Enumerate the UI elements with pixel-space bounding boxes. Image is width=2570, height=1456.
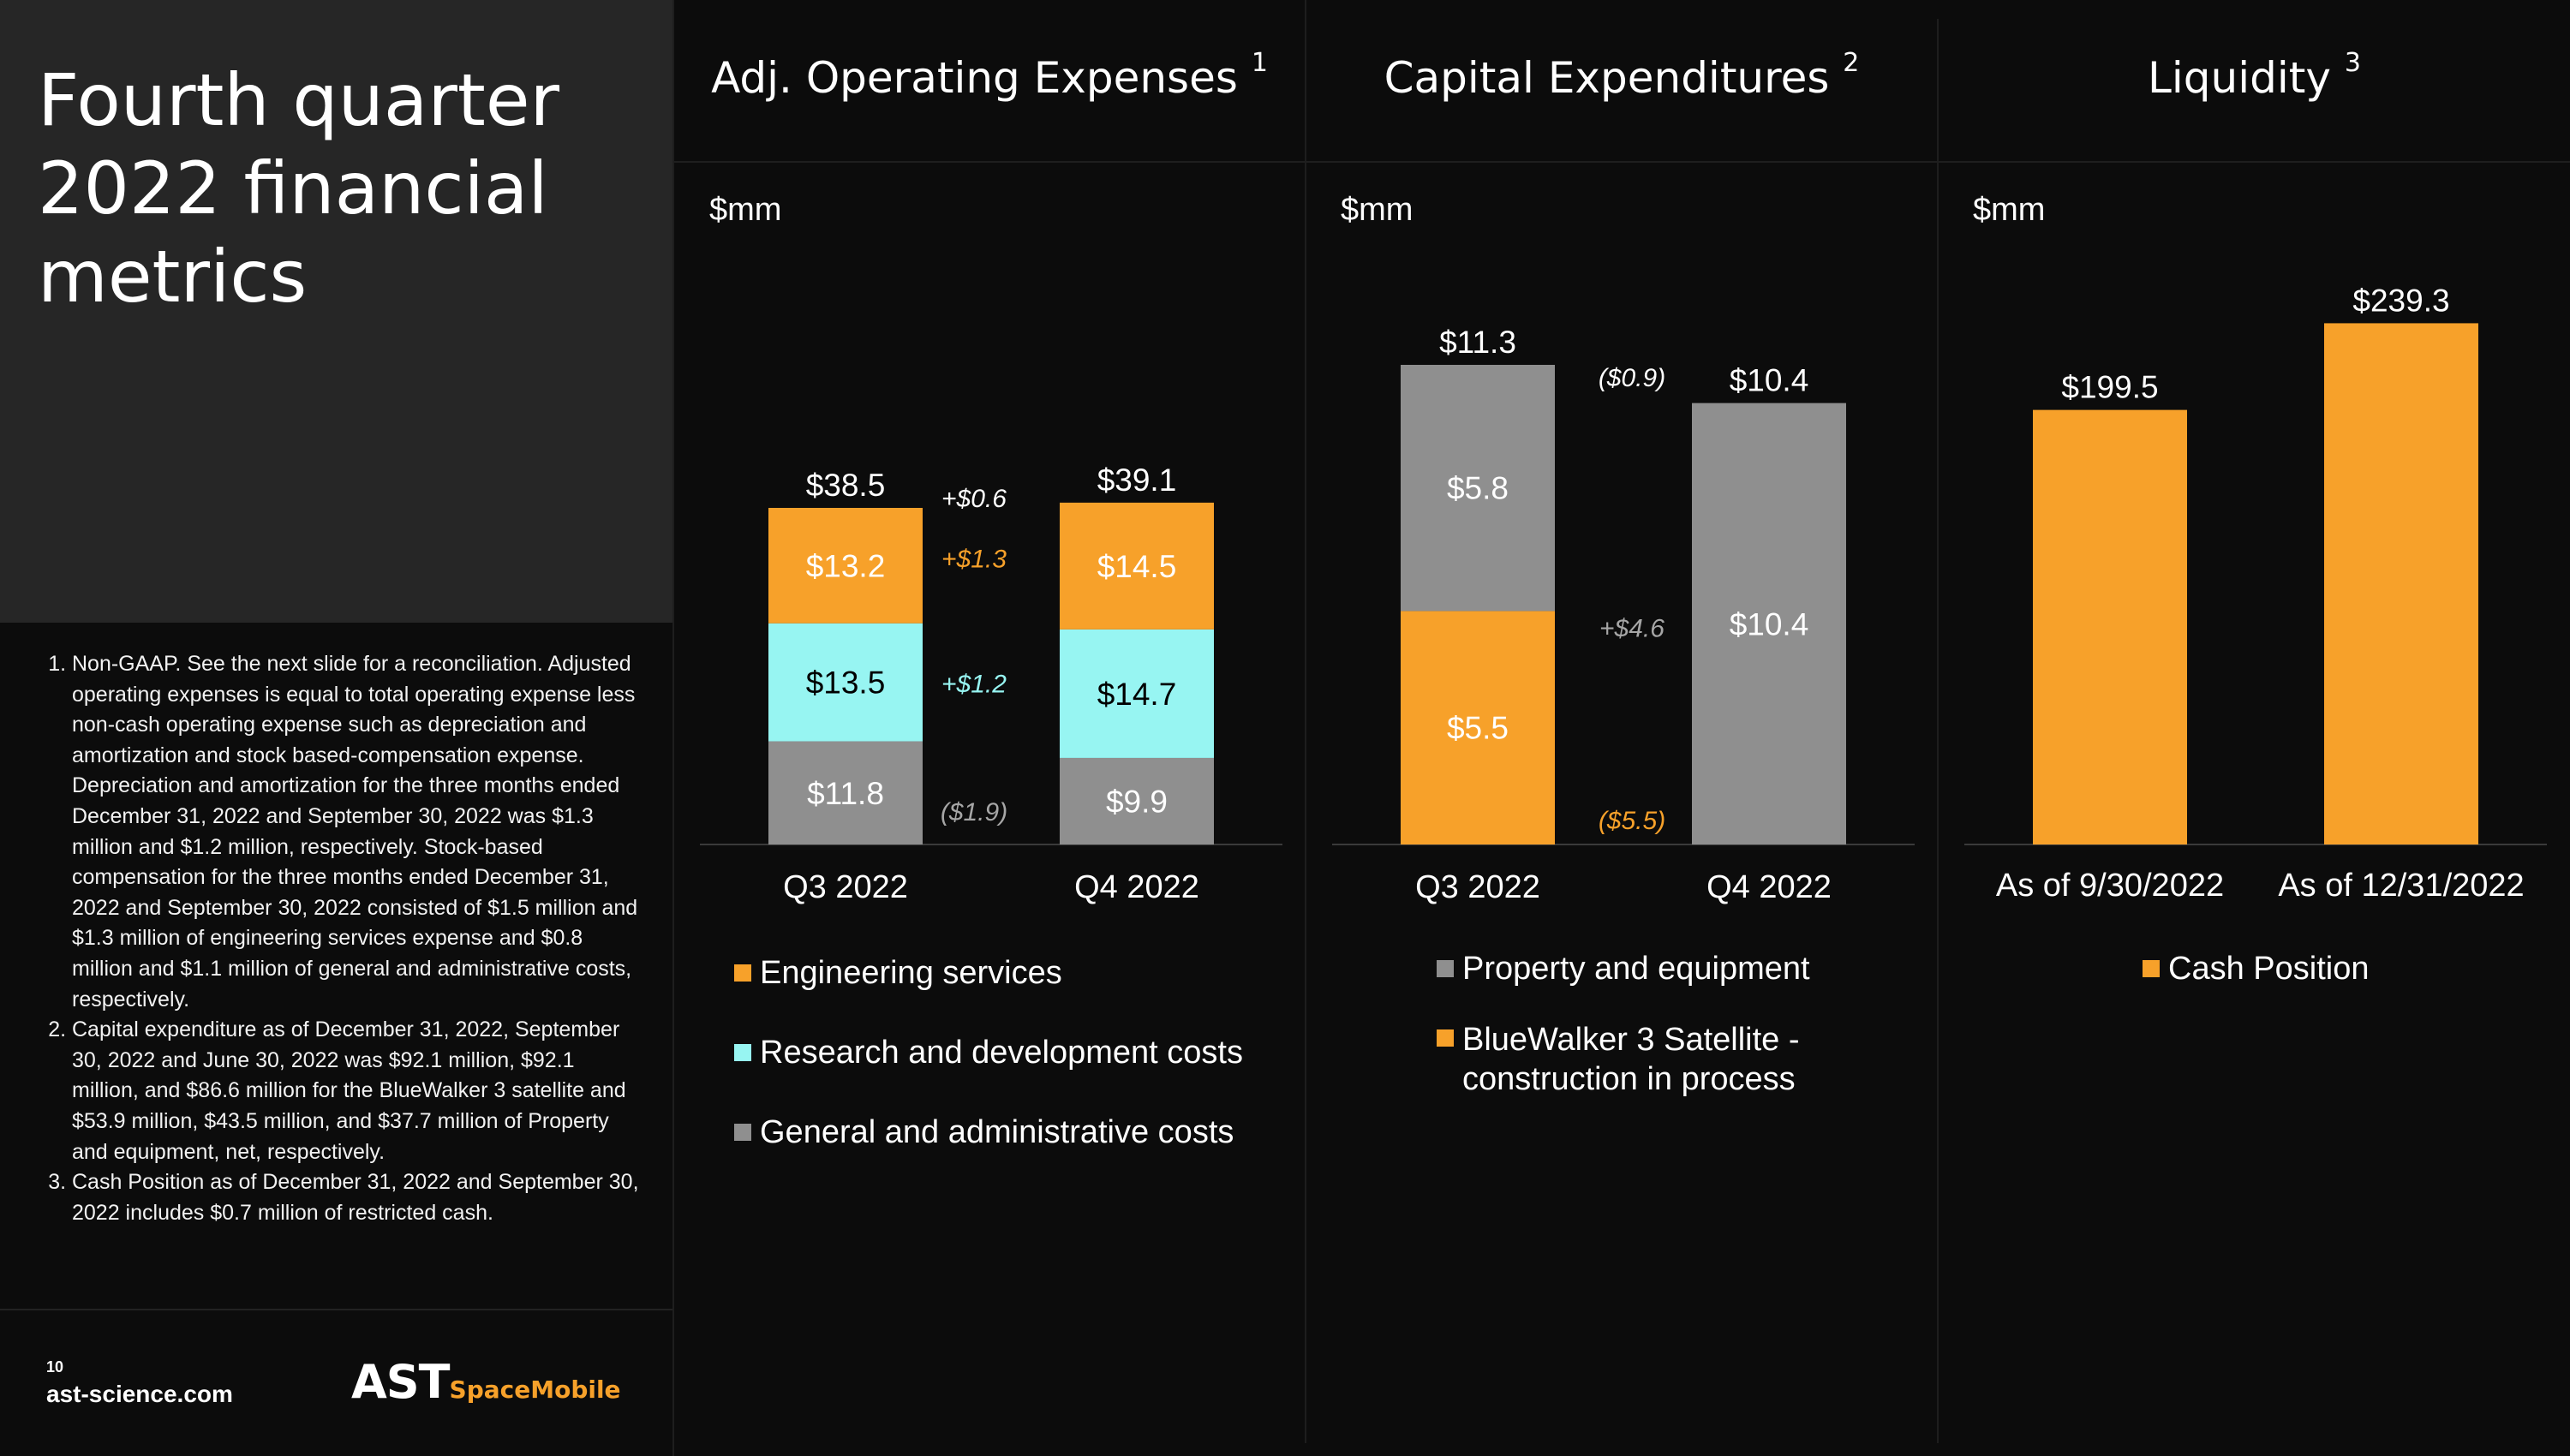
opex-title-text: Adj. Operating Expenses bbox=[711, 53, 1238, 103]
logo-sub-text: SpaceMobile bbox=[449, 1375, 621, 1404]
liquidity-title: Liquidity 3 bbox=[1939, 48, 2570, 103]
column-divider bbox=[1937, 19, 1939, 1443]
slide-title: Fourth quarter 2022 financial metrics bbox=[38, 58, 560, 319]
change-label: ($1.9) bbox=[941, 798, 1007, 826]
bar bbox=[2324, 323, 2478, 844]
legend-item: Property and equipment bbox=[1437, 951, 1899, 988]
bar bbox=[2033, 409, 2187, 844]
total-label: $39.1 bbox=[1097, 462, 1177, 498]
change-label: +$1.2 bbox=[941, 671, 1007, 699]
footnote-2: Capital expenditure as of December 31, 2… bbox=[72, 1015, 646, 1167]
footnote-3: Cash Position as of December 31, 2022 an… bbox=[72, 1167, 646, 1228]
legend-label: Research and development costs bbox=[760, 1035, 1243, 1071]
legend-swatch bbox=[1437, 1029, 1454, 1047]
category-label: Q4 2022 bbox=[1706, 869, 1832, 905]
data-label: $13.5 bbox=[806, 665, 886, 701]
footer-divider bbox=[0, 1309, 672, 1310]
category-label: Q3 2022 bbox=[1415, 869, 1540, 905]
bar-segment bbox=[768, 623, 923, 742]
total-label: $11.3 bbox=[1439, 325, 1516, 360]
legend-swatch bbox=[2143, 960, 2160, 977]
footnote-panel bbox=[0, 623, 672, 1456]
footnotes-list: Non-GAAP. See the next slide for a recon… bbox=[34, 649, 646, 1228]
opex-title: Adj. Operating Expenses 1 bbox=[674, 48, 1305, 103]
liquidity-unit-label: $mm bbox=[1973, 192, 2046, 228]
bar-segment bbox=[1060, 629, 1214, 758]
opex-unit-label: $mm bbox=[709, 192, 782, 228]
header-divider bbox=[674, 161, 2570, 163]
legend-label: Cash Position bbox=[2168, 951, 2370, 987]
data-label: $5.5 bbox=[1447, 711, 1509, 746]
bar-segment bbox=[1401, 365, 1555, 612]
legend-swatch bbox=[734, 964, 751, 982]
legend-label: Property and equipment bbox=[1462, 951, 1810, 987]
column-divider bbox=[1305, 0, 1306, 1443]
data-label: $5.8 bbox=[1447, 471, 1509, 506]
capex-legend: Property and equipment BlueWalker 3 Sate… bbox=[1437, 951, 1899, 1099]
title-panel bbox=[0, 0, 672, 623]
bar-segment bbox=[768, 508, 923, 624]
opex-chart: $11.8 $13.5 $13.2 $38.5 Q3 2022 $9.9 $14.7 $14.… bbox=[700, 462, 1282, 905]
change-label: +$1.3 bbox=[941, 545, 1007, 573]
page-number: 10 bbox=[46, 1358, 64, 1375]
legend-item: General and administrative costs bbox=[734, 1114, 1243, 1151]
legend-swatch bbox=[1437, 960, 1454, 977]
legend-item: BlueWalker 3 Satellite - construction in… bbox=[1437, 1020, 1899, 1099]
change-label: ($5.5) bbox=[1599, 807, 1665, 835]
total-label: $38.5 bbox=[806, 468, 886, 503]
legend-label: General and administrative costs bbox=[760, 1114, 1234, 1150]
total-change-label: +$0.6 bbox=[941, 485, 1007, 513]
category-label: As of 9/30/2022 bbox=[1996, 868, 2224, 904]
legend-item: Research and development costs bbox=[734, 1035, 1243, 1071]
legend-item: Cash Position bbox=[2143, 951, 2369, 988]
data-label: $239.3 bbox=[2352, 283, 2449, 318]
liquidity-legend: Cash Position bbox=[2143, 951, 2369, 988]
liquidity-title-text: Liquidity bbox=[2148, 53, 2331, 103]
capex-title: Capital Expenditures 2 bbox=[1306, 48, 1937, 103]
capex-title-text: Capital Expenditures bbox=[1384, 53, 1830, 103]
change-label: +$4.6 bbox=[1599, 614, 1665, 642]
footnote-1: Non-GAAP. See the next slide for a recon… bbox=[72, 649, 646, 1015]
total-label: $10.4 bbox=[1730, 363, 1809, 398]
data-label: $13.2 bbox=[806, 548, 886, 583]
data-label: $11.8 bbox=[807, 776, 884, 811]
bar-segment bbox=[1401, 611, 1555, 844]
logo-main-text: AST bbox=[351, 1355, 451, 1409]
liquidity-chart: $199.5 As of 9/30/2022 $239.3 As of 12/31/2… bbox=[1964, 283, 2547, 904]
legend-label: BlueWalker 3 Satellite - construction in… bbox=[1462, 1022, 1800, 1097]
liquidity-title-footnote-ref: 3 bbox=[2344, 48, 2361, 78]
website-link[interactable]: ast-science.com bbox=[46, 1381, 233, 1407]
total-change-label: ($0.9) bbox=[1599, 364, 1665, 392]
data-label: $14.5 bbox=[1097, 549, 1177, 584]
capex-title-footnote-ref: 2 bbox=[1843, 48, 1860, 78]
category-label: As of 12/31/2022 bbox=[2278, 868, 2524, 904]
bar-segment bbox=[1692, 403, 1846, 844]
data-label: $14.7 bbox=[1097, 677, 1177, 712]
legend-label: Engineering services bbox=[760, 955, 1062, 991]
opex-legend: Engineering services Research and develo… bbox=[734, 955, 1243, 1151]
column-divider bbox=[672, 0, 674, 1456]
legend-item: Engineering services bbox=[734, 955, 1243, 992]
category-label: Q3 2022 bbox=[783, 869, 908, 905]
opex-title-footnote-ref: 1 bbox=[1251, 48, 1268, 78]
ast-spacemobile-logo: ASTSpaceMobile bbox=[351, 1355, 621, 1409]
capex-unit-label: $mm bbox=[1341, 192, 1414, 228]
bar-segment bbox=[1060, 502, 1214, 630]
data-label: $10.4 bbox=[1730, 606, 1809, 641]
data-label: $199.5 bbox=[2061, 370, 2158, 405]
data-label: $9.9 bbox=[1106, 784, 1168, 819]
bar-segment bbox=[768, 741, 923, 844]
category-label: Q4 2022 bbox=[1074, 869, 1199, 905]
bar-segment bbox=[1060, 757, 1214, 844]
legend-swatch bbox=[734, 1044, 751, 1061]
legend-swatch bbox=[734, 1124, 751, 1141]
capex-chart: $5.5 $5.8 $11.3 Q3 2022 $10.4 $10.4 Q4 2022 ($5… bbox=[1332, 325, 1915, 905]
